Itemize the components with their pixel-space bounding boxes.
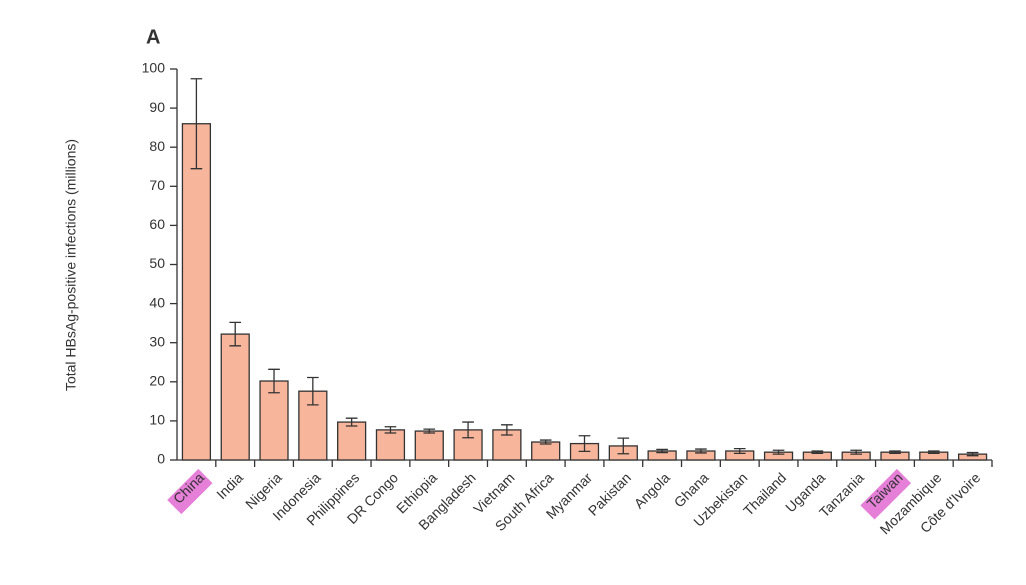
bar: [181, 123, 212, 461]
error-whisker: [229, 321, 242, 347]
error-bar: [268, 368, 280, 394]
error-bar: [811, 450, 824, 455]
error-bar: [656, 448, 668, 454]
label-highlight: [860, 468, 912, 520]
bar: [298, 390, 328, 461]
y-tick-label: 50: [149, 255, 165, 271]
error-whisker: [307, 376, 319, 406]
y-tick-label: 20: [149, 373, 165, 389]
error-whisker: [889, 450, 901, 455]
error-whisker: [384, 426, 397, 434]
y-axis-label: Total HBsAg-positive infections (million…: [63, 139, 79, 391]
error-bar: [889, 450, 901, 455]
error-bar: [307, 376, 319, 406]
bar: [531, 441, 561, 461]
error-whisker: [772, 449, 785, 455]
error-whisker: [733, 448, 746, 455]
x-tick-label: Thailand: [740, 469, 789, 518]
error-whisker: [345, 417, 358, 427]
bar: [220, 333, 250, 461]
y-tick-label: 0: [157, 451, 165, 467]
error-bar: [927, 450, 940, 455]
error-bar: [578, 435, 591, 453]
bar: [414, 430, 444, 461]
x-tick-label: Angola: [631, 469, 673, 511]
error-bar: [462, 421, 474, 439]
bar: [492, 429, 522, 461]
y-tick-label: 90: [149, 99, 165, 115]
error-bar: [733, 448, 746, 455]
bar: [259, 380, 289, 461]
y-tick-label: 60: [149, 216, 165, 232]
error-whisker: [966, 451, 979, 457]
error-bar: [423, 428, 436, 434]
error-bar: [966, 451, 979, 457]
panel-label: A: [146, 26, 160, 48]
error-whisker: [927, 450, 940, 455]
error-bar: [617, 437, 630, 455]
error-bar: [345, 417, 358, 427]
error-bar: [501, 424, 513, 436]
error-whisker: [578, 435, 591, 453]
y-tick-label: 30: [149, 333, 165, 349]
bar: [375, 429, 406, 461]
y-tick-label: 10: [149, 412, 165, 428]
error-whisker: [617, 437, 630, 455]
error-whisker: [695, 448, 707, 454]
x-tick-label: India: [213, 469, 246, 502]
error-whisker: [423, 428, 436, 434]
y-tick-label: 100: [142, 60, 166, 76]
error-whisker: [501, 424, 513, 436]
error-bar: [772, 449, 785, 455]
label-highlight: [167, 468, 213, 515]
error-whisker: [462, 421, 474, 439]
error-whisker: [539, 439, 552, 445]
y-tick-label: 40: [149, 294, 165, 310]
error-whisker: [190, 78, 203, 170]
error-bar: [384, 426, 397, 434]
y-tick-label: 80: [149, 138, 165, 154]
error-whisker: [268, 368, 280, 394]
error-whisker: [811, 450, 824, 455]
error-whisker: [656, 448, 668, 454]
bar: [337, 421, 367, 461]
error-whisker: [850, 449, 862, 455]
error-bar: [539, 439, 552, 445]
error-bar: [229, 321, 242, 347]
error-bar: [190, 78, 203, 170]
error-bar: [850, 449, 862, 455]
x-tick-label: Pakistan: [585, 469, 634, 518]
y-tick-label: 70: [149, 177, 165, 193]
error-bar: [695, 448, 707, 454]
